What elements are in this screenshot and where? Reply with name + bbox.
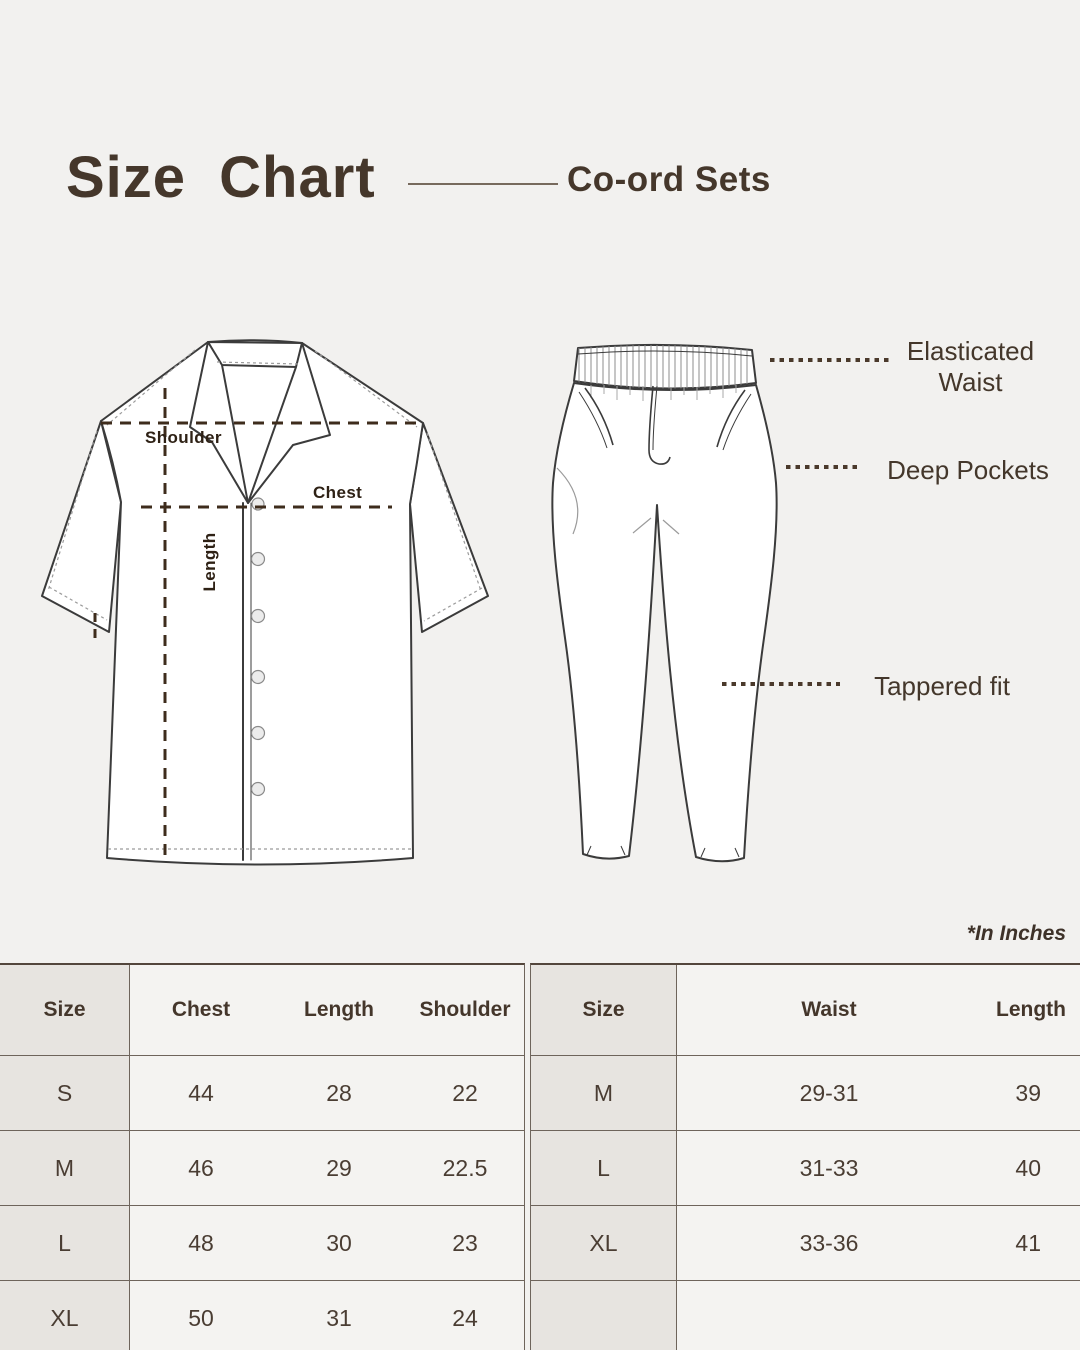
cell-size: L [531, 1131, 677, 1205]
cell-shoulder: 24 [452, 1304, 478, 1331]
shirt-size-table: Size Chest Length Shoulder S 44 28 22 M … [0, 963, 525, 1350]
page-title: Size Chart [66, 145, 376, 210]
cell-chest: 46 [188, 1154, 214, 1181]
cell-length-empty [981, 1281, 1080, 1350]
page-subtitle: Co-ord Sets [567, 160, 771, 199]
column-header-length: Length [996, 998, 1066, 1021]
cell-shoulder: 22.5 [442, 1154, 488, 1181]
cell-size: XL [531, 1206, 677, 1280]
column-header-size: Size [0, 965, 130, 1055]
pants-size-table: Size Waist Length M 29-31 39 L 31-33 40 … [530, 963, 1080, 1350]
table-header-row: Size Waist Length [531, 965, 1080, 1055]
pants-illustration [551, 343, 778, 863]
cell-length: 39 [1015, 1079, 1041, 1106]
column-header-length: Length [304, 998, 374, 1021]
title-divider [408, 183, 558, 185]
cell-shoulder: 23 [452, 1229, 478, 1256]
units-note: *In Inches [966, 922, 1066, 945]
tapered-fit-leader-line [722, 682, 840, 686]
cell-length: 40 [1015, 1154, 1041, 1181]
cell-chest: 44 [188, 1079, 214, 1106]
garment-figure: Shoulder Chest Length [41, 336, 1049, 866]
deep-pockets-leader-line [786, 465, 858, 469]
table-row: S 44 28 22 [0, 1055, 524, 1130]
table-row: L 48 30 23 [0, 1205, 524, 1280]
cell-length: 28 [326, 1079, 352, 1106]
column-header-chest: Chest [171, 998, 231, 1021]
cell-length: 41 [1015, 1229, 1041, 1256]
cell-waist-empty [677, 1281, 981, 1350]
cell-size: S [0, 1056, 130, 1130]
tapered-fit-label: Tappered fit [874, 671, 1010, 701]
column-header-shoulder: Shoulder [419, 998, 511, 1021]
cell-size: M [531, 1056, 677, 1130]
chest-measure-label: Chest [313, 483, 363, 502]
table-row: M 29-31 39 [531, 1055, 1080, 1130]
table-row: XL 50 31 24 [0, 1280, 524, 1350]
cell-shoulder: 22 [452, 1079, 478, 1106]
cell-waist: 31-33 [799, 1154, 859, 1181]
cell-length: 30 [326, 1229, 352, 1256]
table-header-row: Size Chest Length Shoulder [0, 965, 524, 1055]
column-header-waist: Waist [801, 998, 857, 1021]
shirt-illustration [41, 339, 489, 866]
table-row: XL 33-36 41 [531, 1205, 1080, 1280]
cell-chest: 48 [188, 1229, 214, 1256]
cell-size: XL [0, 1281, 130, 1350]
elasticated-waist-leader-line [770, 358, 893, 362]
cell-size: L [0, 1206, 130, 1280]
cell-size: M [0, 1131, 130, 1205]
cell-waist: 33-36 [799, 1229, 859, 1256]
length-measure-label: Length [200, 532, 219, 592]
column-header-size: Size [531, 965, 677, 1055]
table-row: L 31-33 40 [531, 1130, 1080, 1205]
cell-length: 31 [326, 1304, 352, 1331]
table-row-empty [531, 1280, 1080, 1350]
table-row: M 46 29 22.5 [0, 1130, 524, 1205]
shoulder-measure-label: Shoulder [145, 428, 222, 447]
deep-pockets-label: Deep Pockets [887, 455, 1049, 485]
cell-length: 29 [326, 1154, 352, 1181]
cell-waist: 29-31 [799, 1079, 859, 1106]
cell-size-empty [531, 1281, 677, 1350]
cell-chest: 50 [188, 1304, 214, 1331]
elasticated-waist-label: Elasticated Waist [906, 336, 1035, 397]
